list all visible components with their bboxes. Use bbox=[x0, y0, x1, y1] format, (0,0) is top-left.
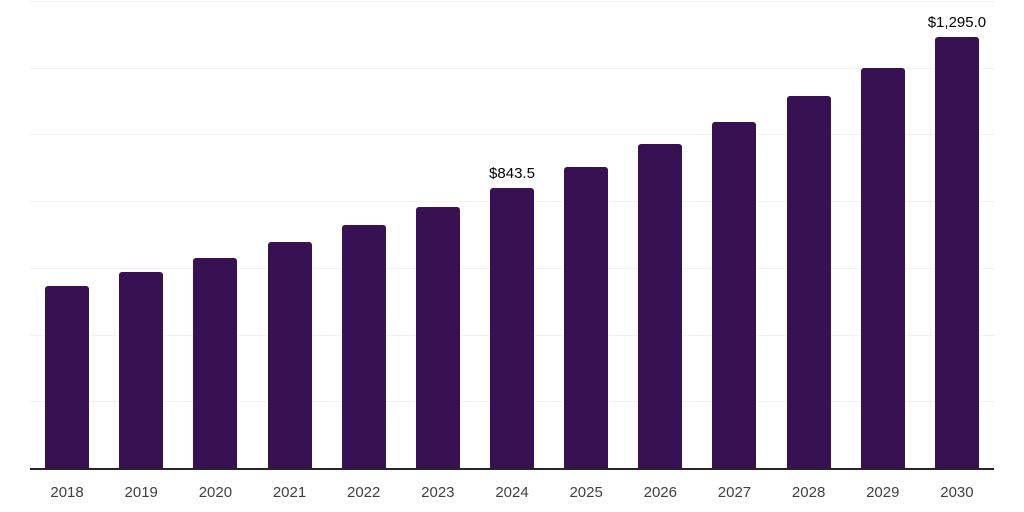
x-tick-label-2021: 2021 bbox=[272, 484, 307, 501]
gridline-1400 bbox=[30, 1, 995, 2]
bar-2019 bbox=[119, 272, 164, 469]
bar-2025 bbox=[564, 166, 609, 469]
x-tick-label-2030: 2030 bbox=[940, 484, 974, 501]
x-tick-label-2025: 2025 bbox=[569, 484, 603, 501]
x-tick-label-2029: 2029 bbox=[866, 484, 900, 501]
x-tick-label-2020: 2020 bbox=[198, 484, 233, 501]
bar-2024 bbox=[490, 187, 534, 469]
bar-2023 bbox=[415, 207, 460, 469]
bar-2020 bbox=[193, 258, 238, 469]
x-tick-label-2024: 2024 bbox=[495, 484, 529, 501]
x-tick-label-2022: 2022 bbox=[347, 484, 381, 501]
value-label-2030: $1,295.0 bbox=[927, 14, 987, 32]
bar-2026 bbox=[638, 143, 683, 469]
bar-2021 bbox=[267, 242, 312, 469]
x-tick-label-2028: 2028 bbox=[791, 484, 826, 501]
value-label-2024: $843.5 bbox=[489, 164, 535, 182]
bar-2018 bbox=[45, 286, 90, 469]
bar-2027 bbox=[712, 121, 757, 469]
bar-2029 bbox=[860, 68, 905, 469]
bar-2028 bbox=[786, 95, 831, 469]
x-tick-label-2027: 2027 bbox=[717, 484, 752, 501]
x-tick-label-2018: 2018 bbox=[50, 484, 84, 501]
bar-2022 bbox=[341, 225, 386, 469]
x-axis-line bbox=[30, 468, 994, 470]
gridline-1000 bbox=[30, 134, 995, 136]
x-tick-label-2019: 2019 bbox=[124, 484, 158, 501]
x-tick-label-2023: 2023 bbox=[421, 484, 455, 501]
gridline-1200 bbox=[30, 67, 995, 69]
bar-2030 bbox=[934, 37, 979, 469]
x-tick-label-2026: 2026 bbox=[643, 484, 677, 501]
